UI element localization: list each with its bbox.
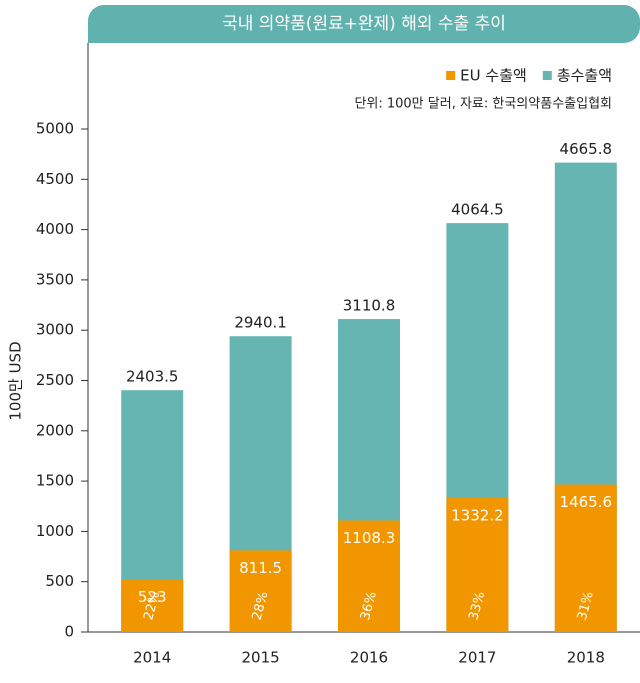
legend-swatch [542, 71, 552, 80]
share-label: 31% [575, 590, 597, 622]
y-tick-label: 5000 [36, 120, 74, 138]
y-tick-label: 1500 [36, 472, 74, 490]
bar [446, 497, 509, 632]
value-label: 2403.5 [126, 368, 179, 386]
x-tick-label: 2015 [242, 649, 280, 667]
y-tick-label: 2000 [36, 421, 74, 439]
title-banner [88, 5, 640, 43]
value-label: 1332.2 [451, 506, 504, 524]
y-tick-label: 4000 [36, 220, 74, 238]
legend-swatch [446, 71, 456, 80]
x-tick-label: 2018 [567, 649, 605, 667]
y-tick-label: 0 [64, 623, 74, 641]
chart-title: 국내 의약품(원료+완제) 해외 수출 추이 [222, 14, 506, 34]
value-label: 2940.1 [234, 314, 287, 332]
y-tick-label: 500 [45, 572, 74, 590]
share-label: 28% [250, 590, 272, 622]
value-label: 3110.8 [343, 297, 396, 315]
share-label: 22% [141, 590, 163, 622]
bar [121, 579, 184, 632]
x-tick-label: 2014 [133, 649, 171, 667]
share-label: 36% [358, 590, 380, 622]
bar [338, 520, 400, 632]
x-tick-label: 2016 [350, 649, 388, 667]
y-axis-title: 100만 USD [7, 341, 25, 420]
value-label: 1465.6 [560, 493, 613, 511]
x-tick-label: 2017 [458, 649, 496, 667]
title-banner-corner [88, 22, 118, 43]
legend-label: 총수출액 [557, 67, 612, 85]
legend-label: EU 수출액 [460, 67, 527, 85]
y-tick-label: 1000 [36, 522, 74, 540]
y-tick-label: 4500 [36, 170, 74, 188]
bar [229, 550, 292, 632]
value-label: 4665.8 [560, 140, 613, 158]
value-label: 811.5 [239, 559, 282, 577]
y-tick-label: 3000 [36, 321, 74, 339]
value-label: 1108.3 [343, 529, 396, 547]
share-label: 33% [466, 590, 488, 622]
value-label: 523 [138, 588, 167, 606]
bar [554, 484, 617, 632]
value-label: 4064.5 [451, 201, 504, 219]
y-tick-label: 2500 [36, 371, 74, 389]
subtitle: 단위: 100만 달러, 자료: 한국의약품수출입협회 [354, 97, 612, 112]
y-tick-label: 3500 [36, 270, 74, 288]
